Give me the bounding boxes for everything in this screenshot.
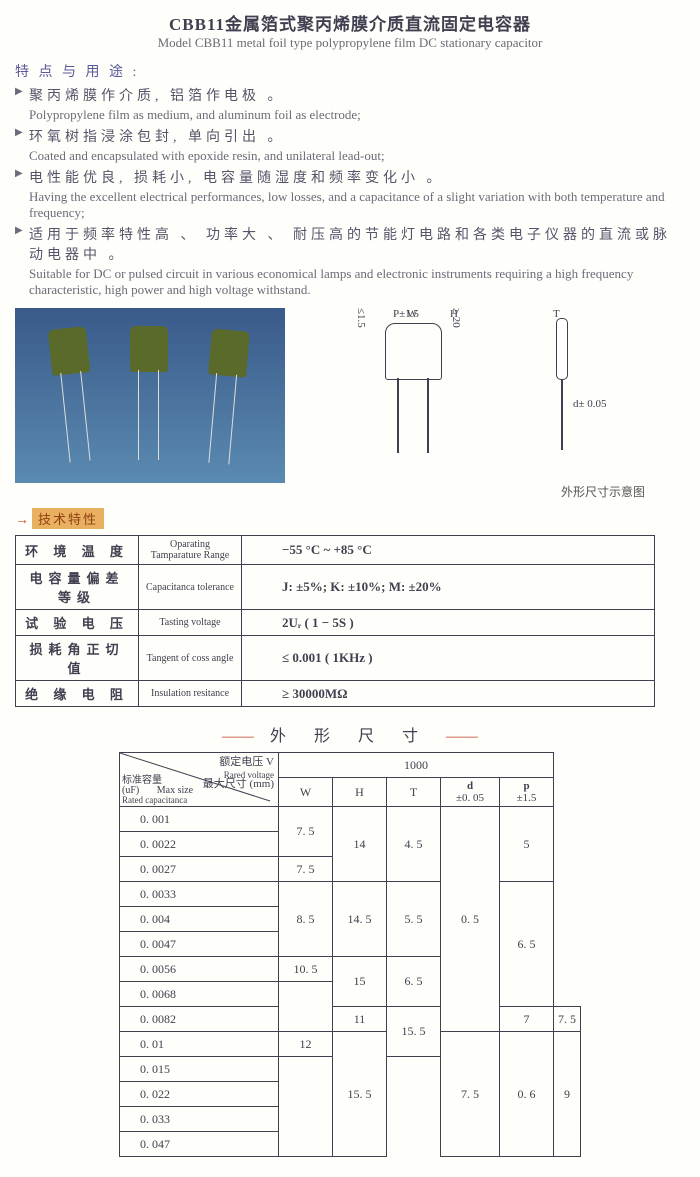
cap-cell: 0. 004 <box>120 907 279 932</box>
col-t: T <box>387 778 441 807</box>
cap-cell: 0. 001 <box>120 807 279 832</box>
tech-spec-header: → 技术特性 <box>15 508 685 529</box>
spec-label-en: Capacitanca tolerance <box>139 565 242 610</box>
cap-cell: 0. 0033 <box>120 882 279 907</box>
spec-label-en: Tangent of coss angle <box>139 636 242 681</box>
spec-label-cn: 试 验 电 压 <box>16 610 139 636</box>
dim-lead: ≥ 20 <box>450 308 462 328</box>
feature-cn: 电性能优良, 损耗小, 电容量随湿度和频率变化小 。 <box>29 171 445 186</box>
cap-cell: 0. 033 <box>120 1107 279 1132</box>
tech-label: 技术特性 <box>32 508 104 529</box>
cap-cell: 0. 047 <box>120 1132 279 1157</box>
spec-label-cn: 电容量偏差等级 <box>16 565 139 610</box>
feature-cn: 聚丙烯膜作介质, 铝箔作电极 。 <box>29 89 286 104</box>
dim-t: T <box>553 308 560 320</box>
feature-en: Coated and encapsulated with epoxide res… <box>29 148 685 164</box>
spec-value: 2Uᵣ ( 1 − 5S ) <box>242 610 655 636</box>
title-en: Model CBB11 metal foil type polypropylen… <box>15 35 685 51</box>
spec-label-cn: 损耗角正切值 <box>16 636 139 681</box>
arrow-icon: → <box>15 513 29 528</box>
spec-label-cn: 环 境 温 度 <box>16 536 139 565</box>
cap-cell: 0. 0047 <box>120 932 279 957</box>
cap-cell: 0. 015 <box>120 1057 279 1082</box>
cap-cell: 0. 0027 <box>120 857 279 882</box>
col-p: p±1.5 <box>500 778 554 807</box>
feature-cn: 适用于频率特性高 、 功率大 、 耐压高的节能灯电路和各类电子仪器的直流或脉动电… <box>29 228 671 263</box>
spec-label-en: Insulation resitance <box>139 681 242 707</box>
feature-cn: 环氧树指浸涂包封, 单向引出 。 <box>29 130 286 145</box>
dim-section-title: —— 外 形 尺 寸 —— <box>15 722 685 746</box>
dim-voltage: 1000 <box>279 753 554 778</box>
features-header: 特 点 与 用 途 : <box>15 61 685 81</box>
cap-cell: 0. 0082 <box>120 1007 279 1032</box>
spec-value: ≥ 30000MΩ <box>242 681 655 707</box>
spec-label-cn: 绝 缘 电 阻 <box>16 681 139 707</box>
feature-en: Suitable for DC or pulsed circuit in var… <box>29 266 685 298</box>
cap-cell: 0. 0022 <box>120 832 279 857</box>
image-row: W H ≤1.5 ≥ 20 P±1.5 T d± 0.05 外形尺寸示意图 <box>15 308 685 498</box>
dimension-table: 额定电压 V Rared voltage 最大尺寸 (mm) 标准容量 (uF)… <box>119 752 581 1157</box>
feature-en: Having the excellent electrical performa… <box>29 189 685 221</box>
spec-label-en: Oparating Tamparature Range <box>139 536 242 565</box>
col-d: d±0. 05 <box>441 778 500 807</box>
col-h: H <box>333 778 387 807</box>
cap-cell: 0. 0056 <box>120 957 279 982</box>
col-w: W <box>279 778 333 807</box>
spec-value: J: ±5%; K: ±10%; M: ±20% <box>242 565 655 610</box>
dim-p: P±1.5 <box>393 308 419 320</box>
dim-h-tol: ≤1.5 <box>355 308 367 328</box>
spec-label-en: Tasting voltage <box>139 610 242 636</box>
feature-en: Polypropylene film as medium, and alumin… <box>29 107 685 123</box>
cap-cell: 0. 022 <box>120 1082 279 1107</box>
title-cn: CBB11金属箔式聚丙烯膜介质直流固定电容器 <box>15 10 685 35</box>
product-photo <box>15 308 285 483</box>
cap-cell: 0. 01 <box>120 1032 279 1057</box>
spec-value: ≤ 0.001 ( 1KHz ) <box>242 636 655 681</box>
cap-cell: 0. 0068 <box>120 982 279 1007</box>
dim-header-diag: 额定电压 V Rared voltage 最大尺寸 (mm) 标准容量 (uF)… <box>120 753 279 807</box>
dimension-diagram: W H ≤1.5 ≥ 20 P±1.5 T d± 0.05 外形尺寸示意图 <box>315 308 685 498</box>
dim-d: d± 0.05 <box>573 398 607 410</box>
diagram-caption: 外形尺寸示意图 <box>561 483 645 500</box>
spec-value: −55 °C ~ +85 °C <box>242 536 655 565</box>
spec-table: 环 境 温 度Oparating Tamparature Range−55 °C… <box>15 535 655 707</box>
